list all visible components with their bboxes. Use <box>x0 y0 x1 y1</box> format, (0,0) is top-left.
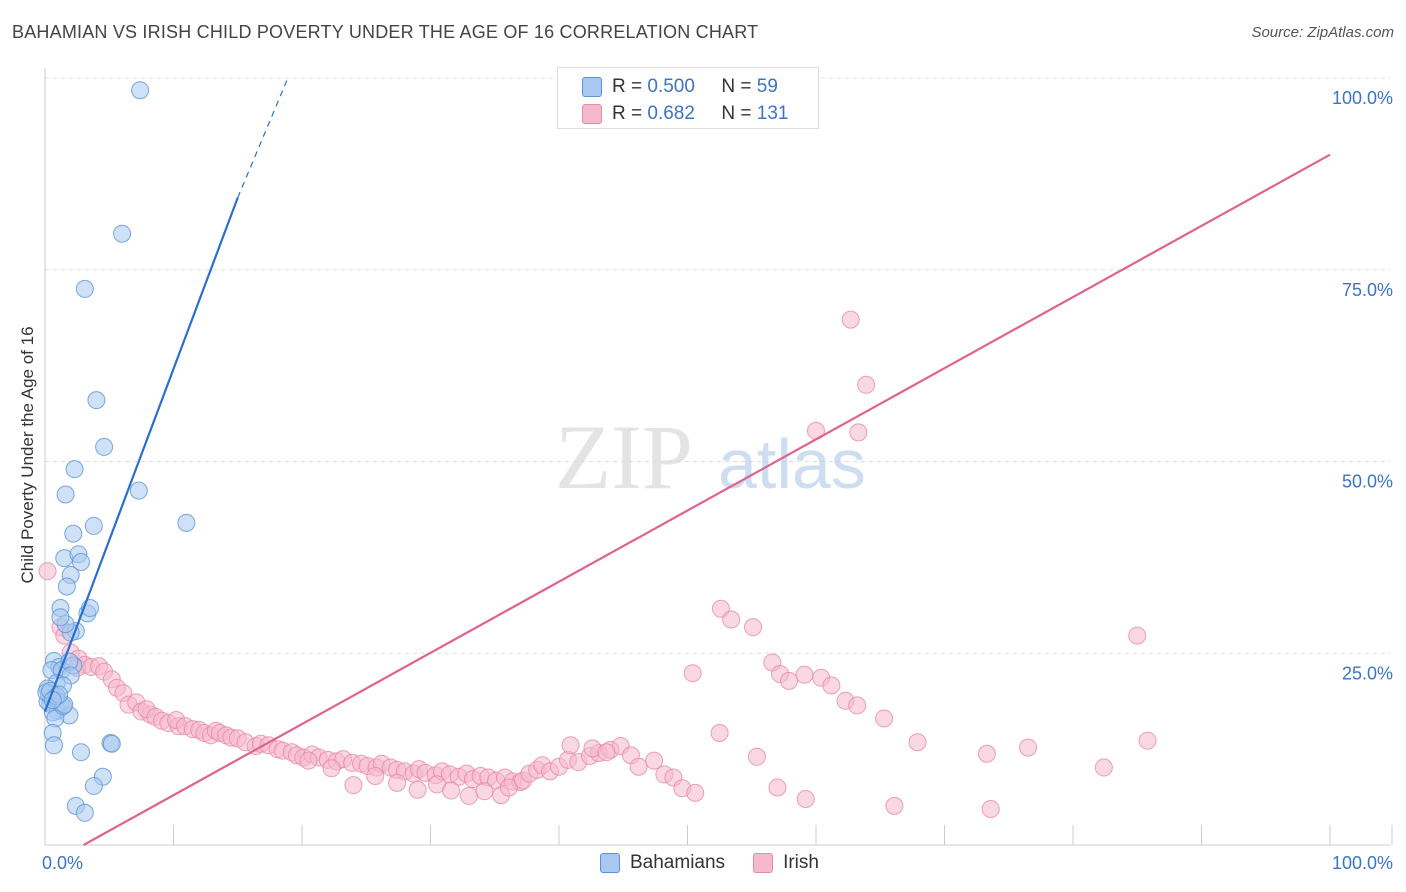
bahamians-trend-extension <box>237 77 289 198</box>
irish-point <box>299 751 318 770</box>
legend-item-label: Irish <box>783 852 819 873</box>
y-tick-label: 25.0% <box>1342 663 1393 683</box>
legend-item-bahamians[interactable]: Bahamians <box>600 852 725 874</box>
y-tick-label: 75.0% <box>1342 280 1393 300</box>
legend-item-label: Bahamians <box>630 852 726 873</box>
bahamians-point <box>71 743 90 762</box>
bahamians-point <box>65 460 84 479</box>
irish-point <box>475 782 494 801</box>
irish-point <box>848 696 867 715</box>
irish-swatch <box>582 104 602 124</box>
bahamians-point <box>95 437 114 456</box>
legend-r-label: R = <box>612 76 643 97</box>
bahamians-point <box>75 279 94 298</box>
bahamians-point <box>129 481 148 500</box>
bahamians-swatch <box>600 853 620 873</box>
bahamians-point <box>177 513 196 532</box>
legend-n-label: N = <box>721 76 752 97</box>
irish-point <box>875 709 894 728</box>
irish-point <box>849 423 868 442</box>
watermark-zip: ZIP <box>555 406 693 508</box>
irish-point <box>344 776 363 795</box>
bahamians-point <box>44 736 63 755</box>
x-tick-label: 100.0% <box>1332 853 1393 873</box>
irish-point <box>841 310 860 329</box>
irish-point <box>722 610 741 629</box>
irish-point <box>744 618 763 637</box>
chart-source: Source: ZipAtlas.com <box>1251 24 1394 41</box>
irish-point <box>885 796 904 815</box>
legend-n-label: N = <box>721 103 752 124</box>
x-tick-label: 0.0% <box>42 853 83 873</box>
irish-point <box>686 783 705 802</box>
watermark-atlas: atlas <box>718 425 866 503</box>
chart-title: BAHAMIAN VS IRISH CHILD POVERTY UNDER TH… <box>12 22 759 42</box>
irish-point <box>683 664 702 683</box>
irish-point <box>780 671 799 690</box>
y-axis-title: Child Poverty Under the Age of 16 <box>18 326 37 583</box>
irish-point <box>1138 731 1157 750</box>
irish-point <box>795 665 814 684</box>
irish-trend-line <box>83 153 1331 846</box>
irish-point <box>322 759 341 778</box>
legend-row-irish: R = 0.682 N = 131 <box>582 102 788 126</box>
y-tick-label: 100.0% <box>1332 88 1393 108</box>
trend-lines <box>43 77 1331 846</box>
irish-point <box>768 778 787 797</box>
irish-swatch <box>753 853 774 873</box>
irish-point <box>1019 738 1038 757</box>
irish-point <box>822 676 841 695</box>
gridlines <box>45 77 1390 654</box>
bahamians-point <box>131 81 150 100</box>
y-tick-label: 50.0% <box>1342 472 1393 492</box>
irish-point <box>645 751 664 770</box>
irish-point <box>629 757 648 776</box>
bahamians-point <box>75 803 94 822</box>
irish-point <box>561 736 580 755</box>
bahamians-point <box>113 224 132 243</box>
bahamians-point <box>56 485 75 504</box>
irish-point <box>908 733 927 752</box>
irish-point <box>796 789 815 808</box>
bahamians-point <box>64 524 83 543</box>
legend-n-value: 59 <box>756 76 778 97</box>
legend-item-irish[interactable]: Irish <box>753 852 819 874</box>
bahamians-point <box>87 391 106 410</box>
irish-point <box>710 724 729 743</box>
irish-point <box>38 562 57 581</box>
axes <box>44 68 1393 846</box>
irish-point <box>408 780 427 799</box>
bahamians-point <box>84 516 103 535</box>
bahamians-trend-line <box>43 197 239 712</box>
stats-legend: R = 0.500 N = 59 R = 0.682 N = 131 <box>557 67 819 129</box>
legend-r-value: 0.682 <box>647 103 695 124</box>
bahamians-swatch <box>582 77 602 97</box>
bahamians-point <box>102 734 121 753</box>
irish-point <box>981 799 1000 818</box>
irish-point <box>1128 626 1147 645</box>
axis-labels: 25.0% 50.0% 75.0% 100.0% 0.0% 100.0% Child Pov… <box>18 88 1393 873</box>
bahamians-point <box>57 577 76 596</box>
irish-point <box>1094 758 1113 777</box>
legend-r-value: 0.500 <box>647 76 695 97</box>
irish-point <box>597 743 616 762</box>
irish-point <box>442 781 461 800</box>
bahamians-point <box>71 552 90 571</box>
irish-point <box>977 744 996 763</box>
irish-point <box>366 766 385 785</box>
irish-point <box>857 375 876 394</box>
bahamians-point <box>84 776 103 795</box>
legend-n-value: 131 <box>756 103 789 124</box>
irish-point <box>388 773 407 792</box>
bahamians-point <box>51 608 70 627</box>
series-legend: Bahamians Irish <box>600 852 847 874</box>
watermark: ZIP atlas <box>555 406 866 508</box>
data-points <box>37 75 1157 822</box>
irish-point <box>460 786 479 805</box>
legend-r-label: R = <box>612 103 643 124</box>
irish-point <box>747 747 766 766</box>
legend-row-bahamians: R = 0.500 N = 59 <box>582 75 778 99</box>
